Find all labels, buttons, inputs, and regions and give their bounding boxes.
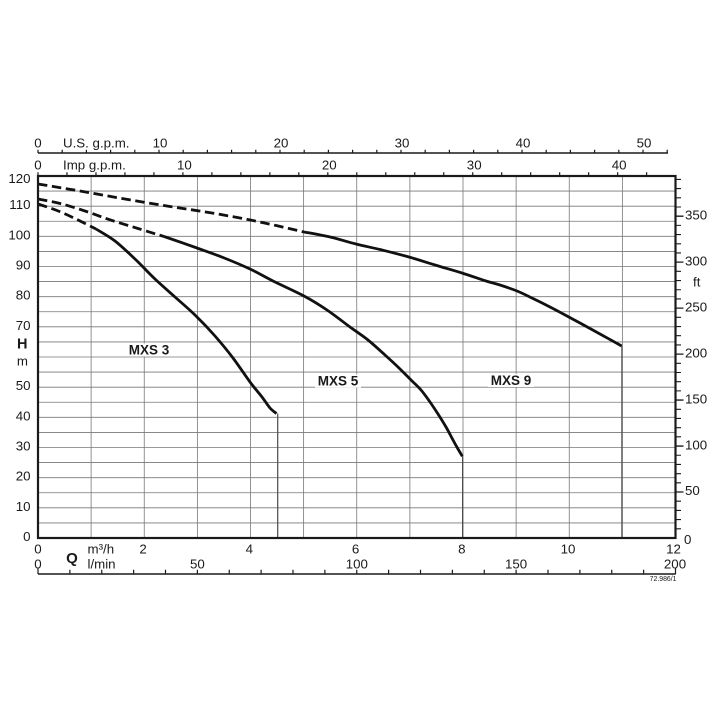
svg-text:ft: ft [693, 275, 701, 290]
svg-text:0: 0 [34, 557, 41, 572]
svg-text:200: 200 [685, 345, 707, 360]
svg-text:50: 50 [190, 557, 205, 572]
svg-text:150: 150 [505, 557, 527, 572]
svg-text:100: 100 [346, 557, 368, 572]
svg-text:0: 0 [684, 532, 691, 547]
svg-text:100: 100 [685, 437, 707, 452]
svg-text:300: 300 [685, 253, 707, 268]
svg-text:20: 20 [322, 158, 337, 173]
svg-text:30: 30 [16, 439, 31, 454]
svg-text:U.S. g.p.m.: U.S. g.p.m. [63, 136, 130, 151]
svg-text:MXS 5: MXS 5 [318, 374, 359, 389]
svg-text:72.986/1: 72.986/1 [650, 576, 677, 583]
svg-text:6: 6 [352, 542, 359, 557]
svg-text:30: 30 [395, 136, 410, 151]
svg-text:10: 10 [153, 136, 168, 151]
svg-text:2: 2 [139, 542, 146, 557]
svg-text:110: 110 [9, 197, 30, 212]
svg-text:50: 50 [637, 136, 652, 151]
svg-text:10: 10 [561, 542, 576, 557]
svg-text:H: H [17, 337, 27, 353]
svg-text:120: 120 [8, 171, 30, 186]
svg-text:150: 150 [685, 391, 707, 406]
svg-text:20: 20 [274, 136, 289, 151]
svg-text:40: 40 [612, 158, 627, 173]
svg-text:m: m [17, 354, 28, 369]
svg-text:MXS 9: MXS 9 [491, 373, 532, 388]
svg-text:10: 10 [177, 158, 192, 173]
svg-text:m³/h: m³/h [88, 542, 115, 557]
svg-text:4: 4 [246, 542, 253, 557]
svg-text:8: 8 [458, 542, 465, 557]
svg-text:Imp g.p.m.: Imp g.p.m. [63, 158, 126, 173]
svg-text:20: 20 [16, 469, 31, 484]
svg-text:70: 70 [16, 318, 31, 333]
svg-text:40: 40 [516, 136, 531, 151]
svg-text:Q: Q [66, 550, 78, 567]
svg-text:0: 0 [34, 158, 41, 173]
svg-text:200: 200 [664, 557, 686, 572]
svg-text:12: 12 [666, 542, 681, 557]
svg-text:30: 30 [467, 158, 482, 173]
svg-text:50: 50 [685, 483, 700, 498]
svg-text:250: 250 [685, 299, 707, 314]
svg-text:0: 0 [34, 542, 41, 557]
svg-text:l/min: l/min [88, 557, 116, 572]
svg-text:350: 350 [685, 207, 707, 222]
svg-text:10: 10 [16, 499, 31, 514]
svg-text:80: 80 [16, 288, 31, 303]
svg-text:0: 0 [23, 529, 30, 544]
svg-text:MXS 3: MXS 3 [129, 343, 170, 358]
svg-text:50: 50 [16, 378, 31, 393]
svg-text:90: 90 [16, 258, 31, 273]
svg-text:100: 100 [8, 227, 30, 242]
svg-text:40: 40 [16, 408, 31, 423]
svg-text:0: 0 [34, 136, 41, 151]
